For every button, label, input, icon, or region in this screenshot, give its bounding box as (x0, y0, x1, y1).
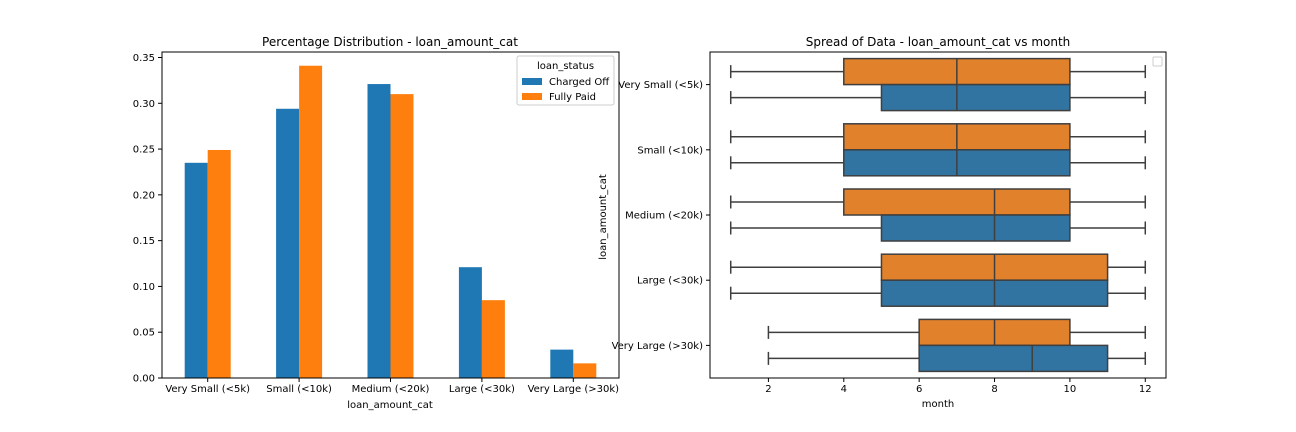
right-legend-empty-box (1152, 56, 1163, 67)
left-axes: Very Small (<5k) Small (<10k) Medium (<20k… (133, 51, 620, 395)
legend-label-fully-paid: Fully Paid (549, 92, 596, 103)
right-boxes-group (729, 57, 1147, 373)
bar-charged-off-large-30k (458, 267, 482, 378)
left-bars-group (184, 65, 597, 379)
left-plot-frame (161, 51, 620, 379)
right-x-axis-label: month (922, 399, 954, 410)
x-tick-label-12: 12 (1139, 384, 1152, 395)
x-tick-label-very-large-30k: Very Large (>30k) (528, 384, 620, 395)
x-tick-label-large-30k: Large (<30k) (449, 384, 515, 395)
y-tick-label-small-10k: Small (<10k) (637, 145, 703, 156)
left-bar-chart: Percentage Distribution - loan_amount_ca… (133, 35, 620, 411)
legend-swatch-charged-off (522, 78, 542, 85)
y-tick-label-0.20: 0.20 (133, 190, 155, 201)
bar-charged-off-very-large-30k (550, 349, 574, 378)
box-charged-off-very-small-5k (880, 83, 1071, 112)
left-chart-title: Percentage Distribution - loan_amount_ca… (262, 35, 518, 49)
legend-swatch-fully-paid (522, 93, 542, 100)
bar-charged-off-small-10k (276, 108, 300, 379)
x-tick-label-2: 2 (765, 384, 771, 395)
bar-charged-off-very-small-5k (184, 162, 208, 378)
y-tick-label-0.05: 0.05 (133, 328, 155, 339)
y-tick-label-0.30: 0.30 (133, 99, 155, 110)
x-tick-label-8: 8 (991, 384, 997, 395)
left-x-axis-label: loan_amount_cat (347, 400, 433, 411)
bar-charged-off-medium-20k (367, 84, 391, 378)
y-tick-label-0.15: 0.15 (133, 236, 155, 247)
y-tick-label-0.00: 0.00 (133, 374, 155, 385)
x-tick-label-6: 6 (916, 384, 922, 395)
bar-fully-paid-small-10k (299, 65, 323, 378)
x-tick-label-very-small-5k: Very Small (<5k) (165, 384, 250, 395)
y-tick-label-large-30k: Large (<30k) (637, 276, 703, 287)
x-tick-label-4: 4 (841, 384, 847, 395)
bar-fully-paid-large-30k (481, 300, 505, 378)
right-axes: Very Small (<5k) Small (<10k) Medium (<20k… (612, 51, 1167, 395)
x-tick-label-small-10k: Small (<10k) (266, 384, 332, 395)
legend-frame (516, 55, 615, 106)
legend-title: loan_status (537, 61, 594, 72)
right-chart-title: Spread of Data - loan_amount_cat vs mont… (806, 35, 1071, 49)
y-tick-label-very-large-30k: Very Large (>30k) (612, 341, 704, 352)
box-charged-off-very-large-30k (918, 344, 1109, 373)
box-charged-off-medium-20k (880, 214, 1071, 242)
x-tick-label-medium-20k: Medium (<20k) (352, 384, 430, 395)
x-tick-label-10: 10 (1064, 384, 1077, 395)
bar-fully-paid-very-small-5k (207, 149, 231, 378)
right-box-chart: Spread of Data - loan_amount_cat vs mont… (598, 35, 1167, 410)
y-tick-label-medium-20k: Medium (<20k) (625, 211, 703, 222)
legend-label-charged-off: Charged Off (549, 77, 610, 88)
right-y-axis-label: loan_amount_cat (598, 174, 609, 260)
bar-fully-paid-medium-20k (390, 94, 414, 378)
right-plot-frame (709, 51, 1167, 379)
left-legend: loan_status Charged Off Fully Paid (516, 55, 615, 106)
y-tick-label-0.25: 0.25 (133, 145, 155, 156)
bar-fully-paid-very-large-30k (573, 363, 597, 378)
y-tick-label-very-small-5k: Very Small (<5k) (618, 80, 703, 91)
box-fully-paid-medium-20k (843, 188, 1071, 216)
y-tick-label-0.35: 0.35 (133, 53, 155, 64)
y-tick-label-0.10: 0.10 (133, 282, 155, 293)
